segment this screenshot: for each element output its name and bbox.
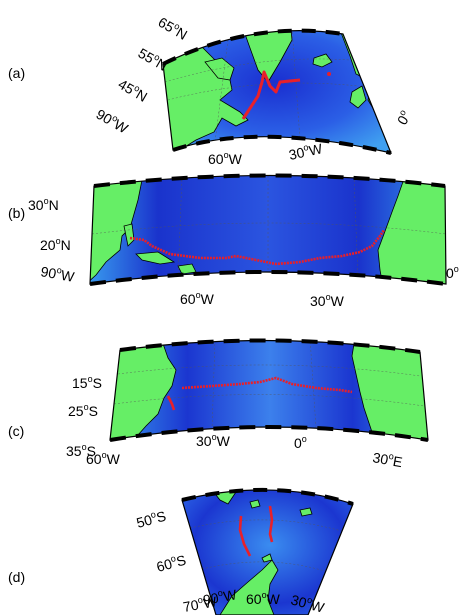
land-british-isles xyxy=(349,85,367,109)
land-cuba xyxy=(135,251,176,265)
lon-label-d-3: 30oW xyxy=(289,590,327,615)
track-a xyxy=(241,70,301,120)
lon-label-c-2: 0o xyxy=(294,434,307,451)
lat-label-a-0: 65oN xyxy=(156,13,191,43)
panel-label-d: (d) xyxy=(8,569,25,585)
land-south-shetland xyxy=(261,553,273,563)
lon-label-a-3: 0o xyxy=(393,108,414,128)
lat-label-a-1: 55oN xyxy=(136,44,171,74)
panel-b-map xyxy=(90,175,446,284)
track-b xyxy=(129,229,386,266)
land-falklands xyxy=(249,499,261,509)
lat-label-d-1: 60oS xyxy=(154,551,187,575)
panel-b: (b) 30oN 20oN 90oW 60oW 30oW 0o xyxy=(8,173,459,309)
panel-c-map xyxy=(110,340,428,440)
land-iceland xyxy=(312,53,333,68)
lat-label-c-1: 25oS xyxy=(68,402,98,419)
lat-label-d-0: 50oS xyxy=(134,507,167,531)
lon-label-b-3: 0o xyxy=(446,264,459,281)
land-greenland xyxy=(239,30,293,83)
track-c xyxy=(181,376,353,394)
panel-label-c: (c) xyxy=(8,423,24,439)
lon-label-b-1: 60oW xyxy=(180,290,215,307)
land-africa-c xyxy=(351,340,428,440)
land-africa-b xyxy=(377,175,446,284)
lon-label-b-2: 30oW xyxy=(310,292,345,309)
land-south-america-c xyxy=(110,340,177,440)
lon-label-a-2: 30oW xyxy=(287,139,324,163)
panel-label-a: (a) xyxy=(8,65,25,81)
land-south-georgia xyxy=(299,507,313,517)
lon-label-d-1: 90oW xyxy=(202,585,239,608)
lat-label-c-0: 15oS xyxy=(72,374,102,391)
panel-a: (a) 65oN 55oN 45oN 90oW xyxy=(8,13,414,167)
land-florida xyxy=(123,223,135,247)
lat-label-b-1: 20oN xyxy=(40,236,71,253)
track-d-2 xyxy=(268,505,274,543)
track-d-1 xyxy=(238,515,252,557)
lat-label-a-2: 45oN xyxy=(116,75,151,105)
lat-label-c-2: 35oS xyxy=(66,442,96,459)
lat-label-b-0: 30oN xyxy=(28,196,59,213)
lon-label-d-0: 70oW xyxy=(182,592,219,615)
panel-d: (d) 50oS 60oS 70oW 90oW 60oW 30oW xyxy=(8,487,354,615)
panel-c: (c) 15oS 25oS 35oS 60oW 30oW 0o 30oE xyxy=(8,338,429,470)
land-labrador xyxy=(204,57,235,81)
panel-label-b: (b) xyxy=(8,205,25,221)
lon-label-a-1: 60oW xyxy=(208,150,243,167)
land-antarctica xyxy=(219,559,279,615)
panel-a-map xyxy=(163,30,391,153)
lon-label-b-0: 90oW xyxy=(39,262,76,285)
lon-label-a-0: 90oW xyxy=(94,105,132,137)
lon-label-d-2: 60oW xyxy=(246,590,281,607)
lon-label-c-3: 30oE xyxy=(371,448,403,470)
lon-label-c-0: 60oW xyxy=(86,450,121,467)
lon-label-c-1: 30oW xyxy=(196,432,231,449)
